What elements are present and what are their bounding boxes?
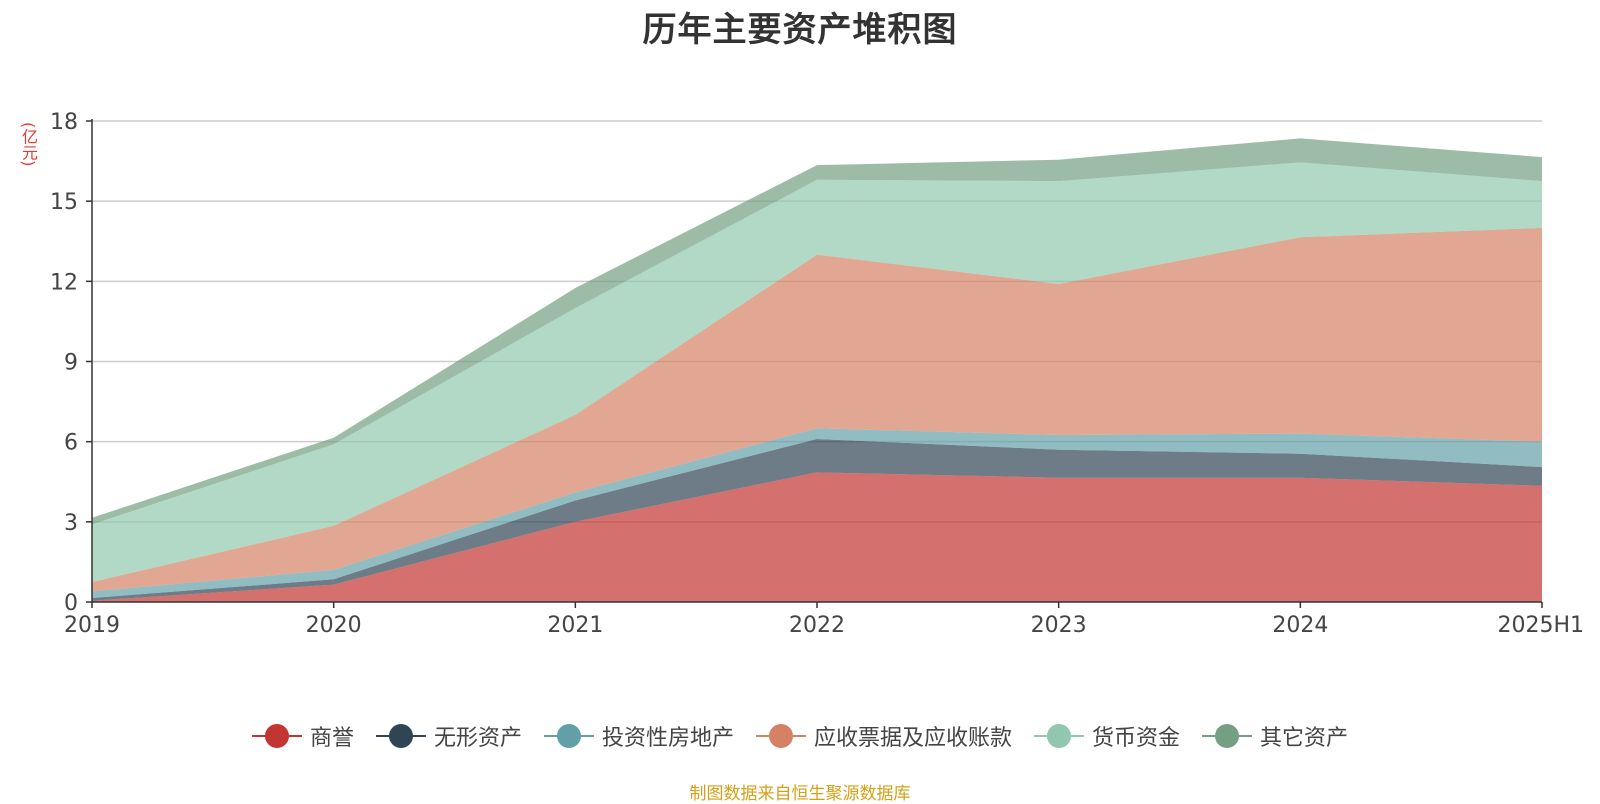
y-tick-label: 12 (50, 270, 78, 295)
legend-label: 商誉 (309, 726, 354, 751)
y-tick-label: 3 (64, 511, 78, 536)
area-series-1[interactable] (92, 439, 1542, 601)
y-tick-label: 0 (64, 591, 78, 616)
axes: 0 3 6 9 12 15 18 2019 2020 2021 2022 2023 2024 2025H1 (50, 110, 1584, 638)
legend-item-4[interactable]: 货币资金 (1034, 720, 1180, 752)
x-tick-label: 2021 (547, 613, 603, 638)
legend: 商誉 无形资产 投资性房地产 应收票据及应收账款 货币资金 其它资产 (0, 718, 1600, 754)
stacked-area-chart: 0 3 6 9 12 15 18 2019 2020 2021 2022 2023 2024 2025H1 (50, 110, 1584, 638)
chart-title: 历年主要资产堆积图 (642, 10, 958, 50)
legend-marker-icon (1034, 724, 1085, 748)
area-series-4[interactable] (92, 162, 1542, 582)
legend-marker-icon (756, 724, 806, 748)
area-series-3[interactable] (92, 227, 1542, 592)
area-series-2[interactable] (92, 428, 1542, 598)
x-tick-label: 2020 (306, 613, 362, 638)
legend-marker-icon (1202, 724, 1253, 748)
legend-label: 无形资产 (433, 726, 522, 751)
y-tick-label: 18 (50, 110, 78, 135)
legend-item-5[interactable]: 其它资产 (1202, 720, 1348, 752)
legend-item-2[interactable]: 投资性房地产 (543, 720, 734, 752)
y-tick-label: 15 (50, 190, 78, 215)
legend-item-0[interactable]: 商誉 (251, 720, 354, 752)
x-tick-label: 2022 (789, 613, 845, 638)
x-tick-label: 2024 (1272, 613, 1328, 638)
x-tick-label: 2023 (1031, 613, 1087, 638)
legend-marker-icon (543, 724, 594, 748)
legend-marker-icon (375, 724, 426, 748)
y-tick-label: 9 (64, 351, 78, 376)
x-tick-label: 2025H1 (1497, 613, 1584, 638)
legend-item-1[interactable]: 无形资产 (375, 720, 522, 752)
area-series-0[interactable] (92, 472, 1542, 602)
source-note: 制图数据来自恒生聚源数据库 (689, 784, 911, 804)
legend-label: 货币资金 (1092, 726, 1181, 751)
y-tick-label: 6 (64, 431, 78, 456)
y-axis-unit-label: (亿元) (19, 122, 38, 167)
legend-label: 投资性房地产 (601, 726, 734, 751)
legend-label: 应收票据及应收账款 (814, 726, 1013, 751)
legend-label: 其它资产 (1260, 726, 1349, 751)
legend-marker-icon (251, 724, 302, 748)
area-series (92, 138, 1542, 602)
legend-item-3[interactable]: 应收票据及应收账款 (756, 720, 1012, 752)
x-tick-label: 2019 (64, 613, 120, 638)
